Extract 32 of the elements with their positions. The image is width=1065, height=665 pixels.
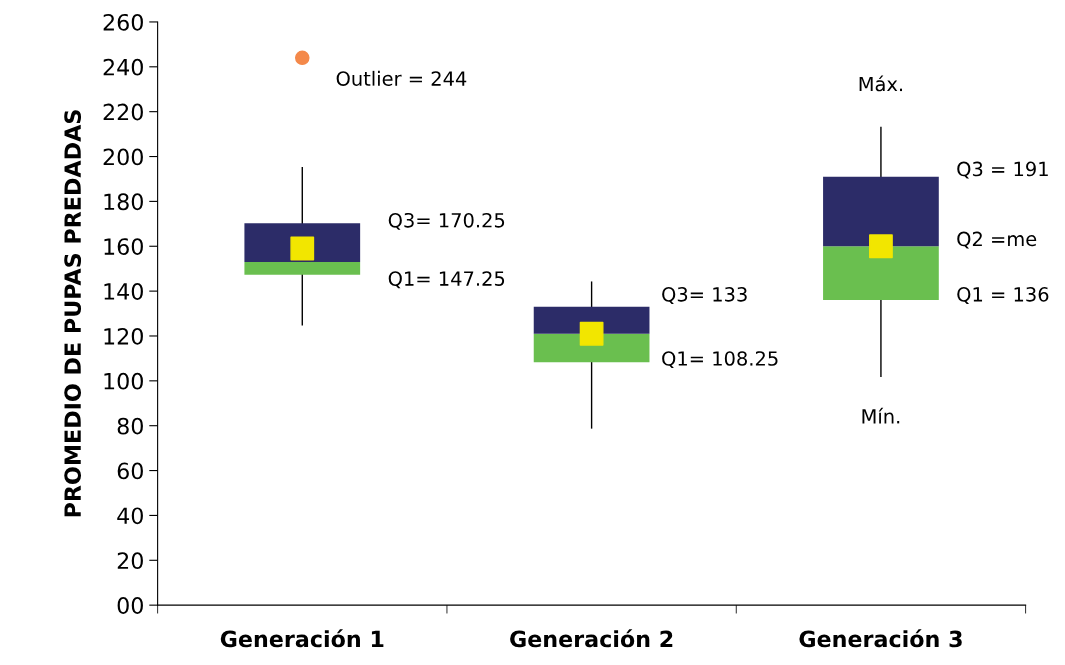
y-tick-label: 240 xyxy=(103,58,143,76)
y-tick-label: 260 xyxy=(103,13,143,31)
annotation: Mín. xyxy=(862,407,900,424)
annotation: Q1 = 136 xyxy=(957,286,1049,304)
y-tick-label: 00 xyxy=(117,597,143,614)
annotation: Q1= 147.25 xyxy=(388,271,505,289)
y-tick-label: 80 xyxy=(117,417,143,435)
y-tick-label: 120 xyxy=(104,327,143,345)
y-tick-label: 200 xyxy=(103,148,143,166)
y-tick-label: 140 xyxy=(104,283,143,300)
annotation: Q3= 170.25 xyxy=(388,212,505,230)
point xyxy=(294,50,310,66)
annotation: Q1= 108.25 xyxy=(662,351,778,369)
annotation: Outlier = 244 xyxy=(336,70,467,86)
y-tick-label: 100 xyxy=(104,372,143,390)
annotation: Q2 =me xyxy=(957,231,1037,249)
point xyxy=(579,321,604,346)
point xyxy=(869,234,893,259)
annotation: Q3= 133 xyxy=(662,286,747,304)
x-tick-label: Generación 1 xyxy=(220,629,384,648)
y-tick-label: 220 xyxy=(103,103,143,121)
annotation: Máx. xyxy=(859,75,903,92)
x-tick-label: Generación 3 xyxy=(799,629,962,648)
x-tick-label: Generación 2 xyxy=(510,629,673,648)
y-tick-label: 180 xyxy=(104,193,143,211)
point xyxy=(290,236,315,261)
annotation: Q3 = 191 xyxy=(957,161,1048,179)
y-tick-label: 60 xyxy=(117,462,143,480)
y-tick-label: 160 xyxy=(104,238,143,256)
y-tick-label: 20 xyxy=(117,552,143,570)
y-axis-title: PROMEDIO DE PUPAS PREDADAS xyxy=(64,110,82,517)
y-tick-label: 40 xyxy=(117,507,143,525)
